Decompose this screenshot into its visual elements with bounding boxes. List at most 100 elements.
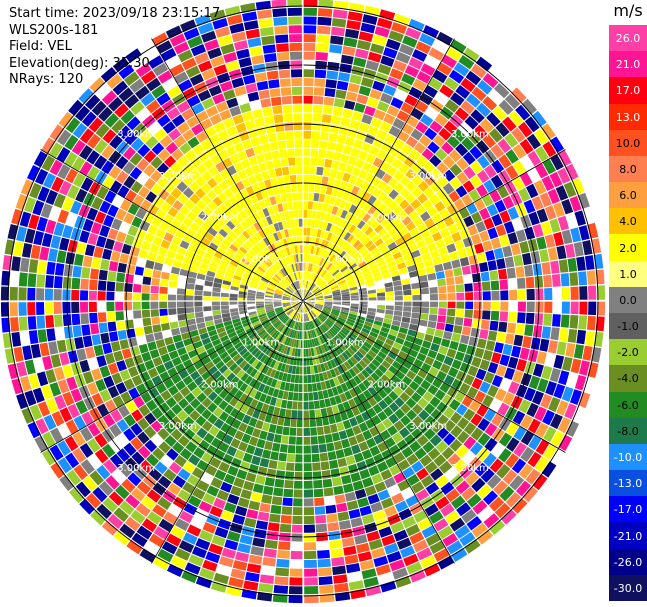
- velocity-gate: [174, 340, 185, 350]
- velocity-gate: [252, 483, 264, 494]
- velocity-gate: [240, 220, 249, 230]
- velocity-gate: [191, 259, 201, 268]
- velocity-gate: [221, 309, 230, 314]
- velocity-gate: [325, 186, 333, 196]
- velocity-gate: [336, 227, 344, 237]
- velocity-gate: [550, 327, 560, 341]
- velocity-gate: [321, 284, 329, 291]
- velocity-gate: [221, 255, 231, 264]
- velocity-gate: [273, 434, 282, 444]
- nrays-label: NRays: 120: [9, 72, 84, 87]
- velocity-gate: [106, 311, 116, 322]
- velocity-gate: [477, 79, 493, 95]
- velocity-gate: [217, 129, 230, 141]
- velocity-gate: [505, 406, 518, 421]
- velocity-gate: [331, 348, 339, 357]
- velocity-gate: [326, 204, 334, 214]
- velocity-gate: [266, 289, 275, 294]
- velocity-gate: [273, 16, 288, 26]
- velocity-gate: [277, 260, 284, 269]
- velocity-gate: [49, 124, 65, 141]
- velocity-gate: [257, 266, 266, 273]
- velocity-gate: [515, 266, 525, 278]
- velocity-gate: [285, 409, 292, 418]
- velocity-gate: [281, 315, 288, 322]
- velocity-gate: [350, 329, 359, 336]
- velocity-gate: [499, 210, 511, 224]
- velocity-gate: [124, 131, 138, 146]
- velocity-gate: [164, 435, 177, 448]
- velocity-gate: [290, 311, 296, 318]
- velocity-gate: [137, 431, 150, 445]
- velocity-gate: [390, 216, 401, 227]
- velocity-gate: [257, 286, 266, 291]
- velocity-gate: [338, 125, 349, 136]
- velocity-gate: [143, 425, 157, 439]
- velocity-gate: [279, 313, 287, 320]
- velocity-gate: [207, 391, 218, 402]
- velocity-gate: [534, 275, 544, 288]
- velocity-gate: [408, 210, 419, 221]
- velocity-gate: [282, 104, 293, 114]
- velocity-gate: [314, 69, 327, 79]
- velocity-gate: [340, 311, 349, 316]
- velocity-gate: [198, 60, 213, 73]
- velocity-gate: [407, 329, 417, 337]
- velocity-gate: [440, 363, 451, 374]
- velocity-gate: [332, 216, 340, 225]
- velocity-gate: [228, 230, 238, 240]
- velocity-gate: [273, 370, 280, 380]
- velocity-gate: [388, 30, 404, 43]
- velocity-gate: [132, 292, 141, 301]
- velocity-gate: [146, 453, 160, 467]
- velocity-gate: [470, 441, 484, 456]
- velocity-gate: [373, 275, 383, 282]
- velocity-gate: [349, 2, 365, 13]
- velocity-gate: [434, 329, 444, 338]
- velocity-gate: [4, 348, 16, 364]
- velocity-gate: [90, 268, 100, 280]
- velocity-gate: [107, 204, 119, 218]
- velocity-gate: [305, 280, 309, 289]
- velocity-gate: [306, 302, 315, 306]
- velocity-gate: [424, 127, 438, 141]
- velocity-gate: [262, 207, 270, 217]
- velocity-gate: [266, 187, 275, 197]
- velocity-gate: [310, 311, 316, 319]
- velocity-gate: [311, 329, 315, 338]
- velocity-gate: [379, 121, 392, 133]
- velocity-gate: [229, 289, 239, 295]
- velocity-gate: [548, 340, 558, 354]
- velocity-gate: [213, 395, 223, 406]
- velocity-gate: [264, 115, 275, 125]
- velocity-gate: [336, 217, 344, 227]
- velocity-gate: [251, 246, 259, 255]
- velocity-gate: [124, 94, 140, 109]
- velocity-gate: [33, 357, 45, 373]
- velocity-gate: [82, 335, 93, 348]
- velocity-gate: [470, 109, 485, 124]
- velocity-gate: [348, 263, 358, 270]
- velocity-gate: [225, 359, 235, 368]
- velocity-gate: [236, 249, 245, 258]
- velocity-gate: [464, 309, 473, 319]
- velocity-gate: [351, 166, 361, 177]
- velocity-gate: [212, 196, 223, 207]
- velocity-gate: [289, 274, 295, 282]
- velocity-gate: [266, 432, 275, 442]
- velocity-gate: [248, 417, 258, 428]
- velocity-gate: [209, 380, 220, 391]
- velocity-gate: [324, 496, 336, 506]
- velocity-gate: [189, 422, 201, 434]
- velocity-gate: [352, 480, 364, 491]
- velocity-gate: [317, 316, 324, 323]
- velocity-gate: [170, 187, 182, 199]
- velocity-gate: [358, 246, 367, 254]
- velocity-gate: [344, 273, 353, 279]
- velocity-gate: [383, 47, 398, 59]
- velocity-gate: [120, 109, 135, 125]
- velocity-gate: [260, 317, 269, 323]
- velocity-gate: [283, 292, 292, 297]
- velocity-gate: [325, 342, 331, 351]
- velocity-gate: [27, 421, 41, 439]
